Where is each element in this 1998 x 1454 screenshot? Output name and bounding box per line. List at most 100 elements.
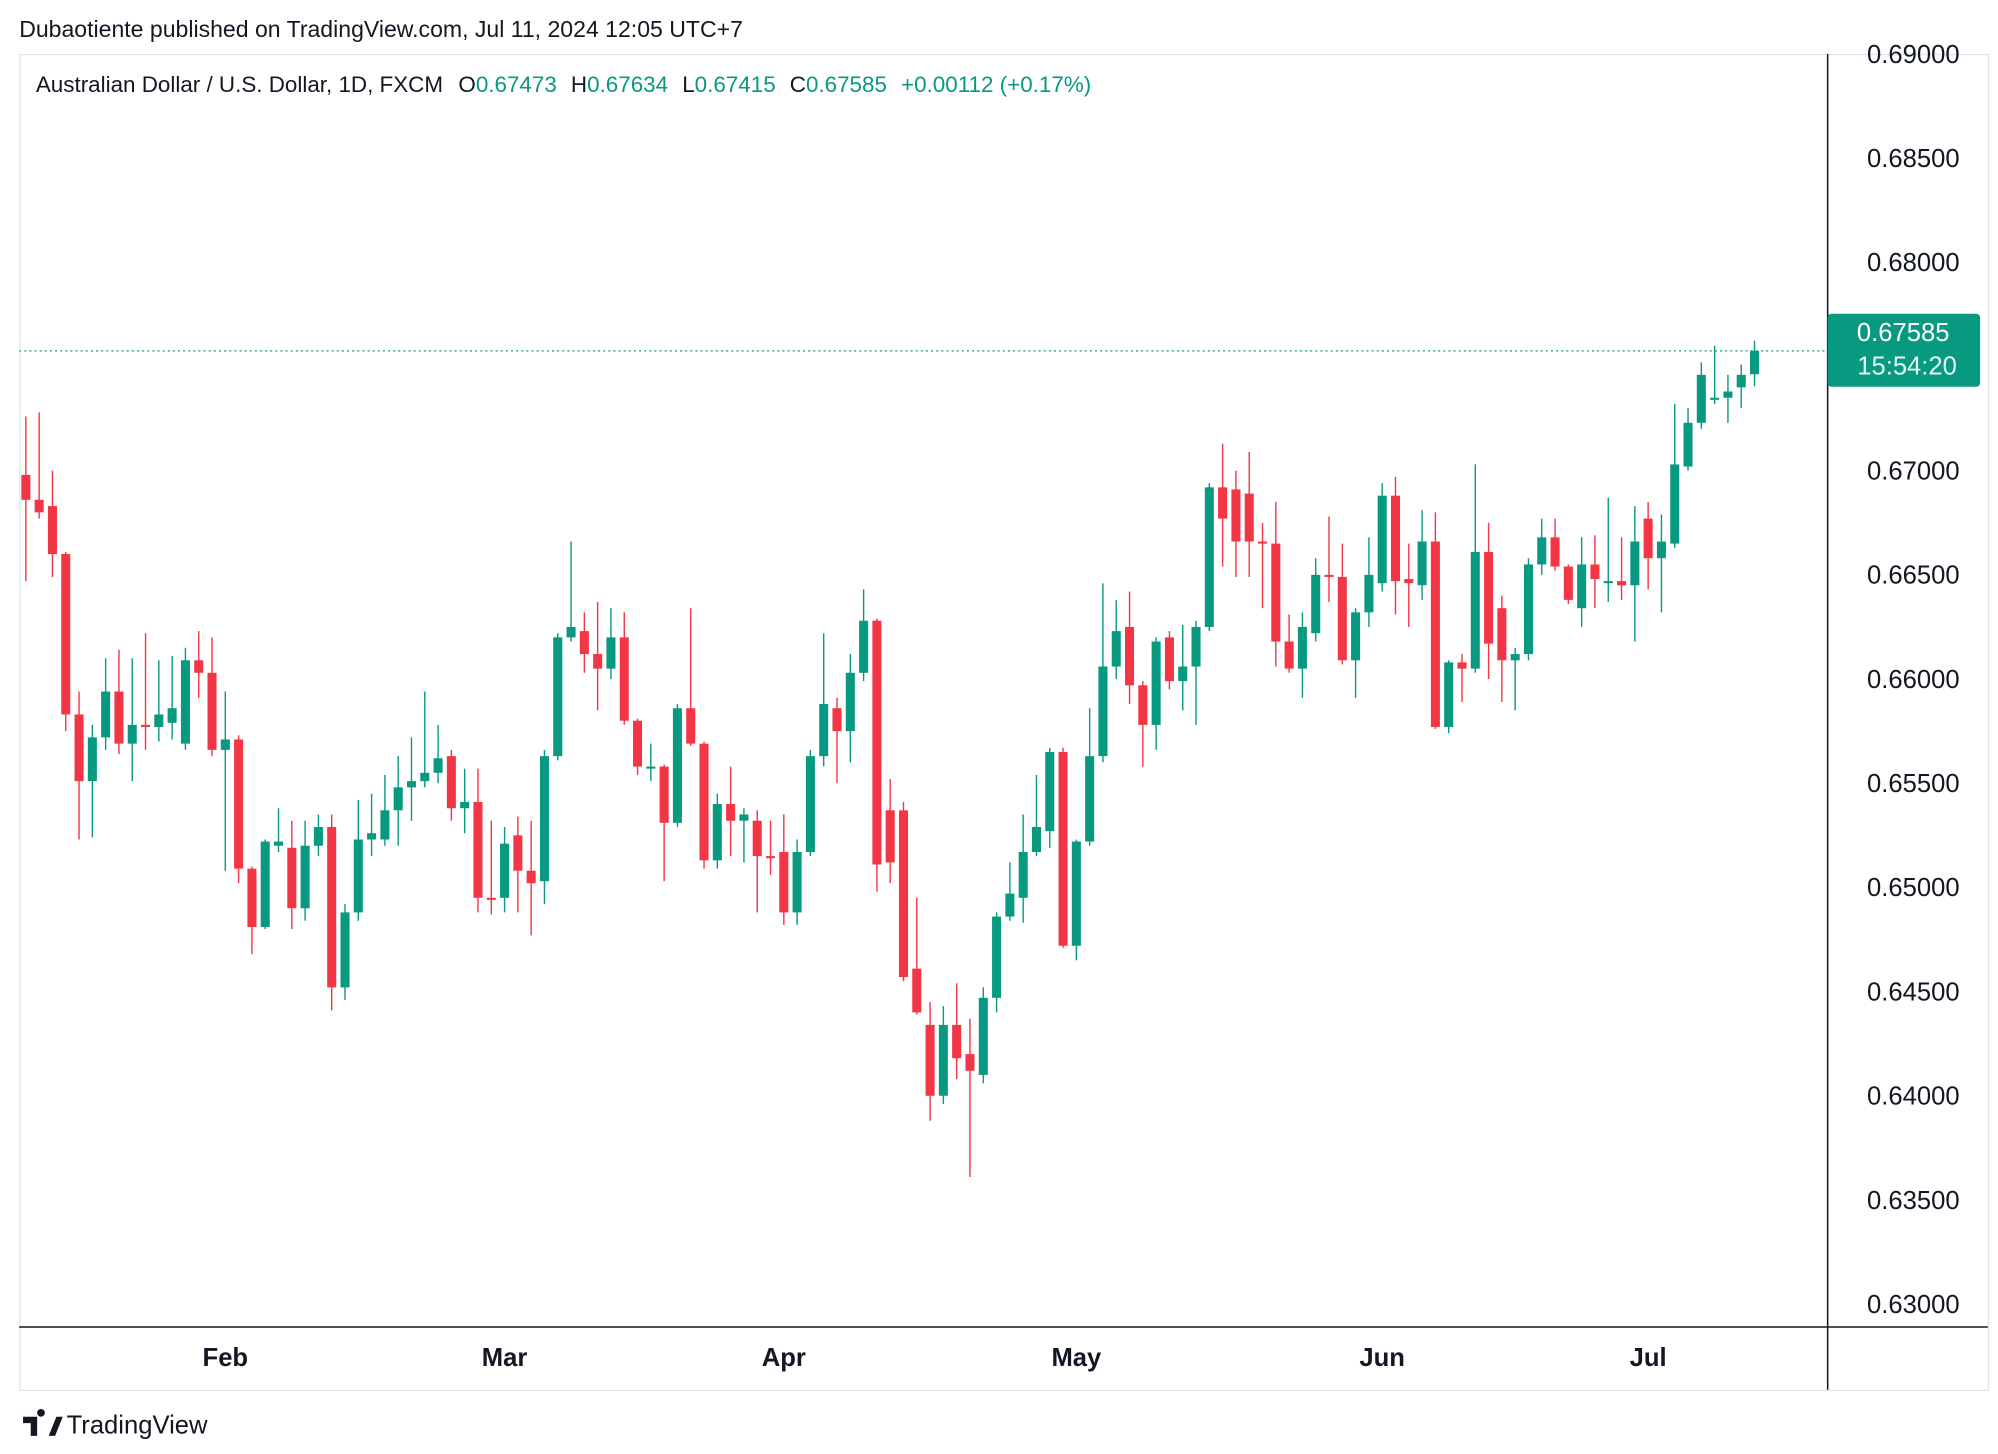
candle-body (473, 801, 483, 898)
candle-body (1736, 374, 1746, 388)
change-value: +0.00112 (+0.17%) (901, 72, 1091, 97)
x-tick-label: Mar (482, 1344, 528, 1372)
candle-body (1656, 541, 1666, 559)
candle-body (1510, 654, 1520, 661)
candle-body (367, 833, 377, 840)
candle-body (1377, 495, 1387, 584)
candle-body (1643, 518, 1653, 559)
candle-body (34, 499, 44, 513)
candle-body (832, 708, 842, 732)
candle-body (74, 714, 84, 782)
candle-body (686, 708, 696, 744)
candle-body (1191, 626, 1201, 667)
candle-body (1484, 551, 1494, 644)
published-line: Dubaotiente published on TradingView.com… (19, 16, 743, 42)
candle-body (765, 856, 776, 859)
last-price-label: 0.67585 (1857, 319, 1950, 347)
logo-mark (23, 1409, 63, 1436)
candle-body (1204, 487, 1214, 627)
countdown-label: 15:54:20 (1857, 352, 1957, 380)
candles (19, 340, 1828, 1178)
candle-body (579, 631, 589, 655)
candle-body (752, 820, 762, 857)
candle-body (380, 810, 390, 840)
candle-body (1750, 350, 1760, 375)
candle-body (486, 897, 496, 900)
candle-body (273, 841, 284, 846)
candle-body (633, 720, 643, 767)
y-tick-label: 0.63500 (1867, 1187, 1960, 1215)
candle-body (1018, 851, 1028, 898)
candle-body (1430, 541, 1440, 727)
brand-name: TradingView (67, 1412, 208, 1440)
candle-body (912, 968, 922, 1013)
candle-body (1164, 637, 1174, 682)
candle-body (220, 739, 230, 750)
candle-body (433, 758, 443, 773)
candle-body (1111, 631, 1121, 667)
candle-body (593, 654, 603, 669)
candle-body (712, 804, 722, 861)
candle-body (1710, 397, 1720, 400)
candle-body (819, 704, 829, 757)
y-tick-label: 0.69000 (1867, 41, 1960, 69)
candle-body (61, 554, 71, 715)
candle-body (1311, 574, 1321, 634)
ohlc-label: O (458, 72, 475, 97)
candle-body (1138, 685, 1148, 725)
candle-body (553, 637, 563, 757)
candle-body (446, 756, 456, 809)
ohlc-value: 0.67585 (806, 72, 887, 97)
ohlc-label: H (571, 72, 587, 97)
candle-body (1390, 495, 1401, 582)
candle-body (1457, 662, 1467, 669)
x-tick-label: Apr (762, 1344, 806, 1372)
candle-body (1005, 893, 1015, 917)
candle-body (287, 847, 297, 909)
candle-body (1470, 551, 1480, 669)
candle-body (101, 691, 111, 738)
candle-body (327, 826, 337, 988)
candle-body (1324, 574, 1334, 577)
candle-body (1696, 374, 1706, 423)
candle-body (313, 826, 323, 846)
candle-body (1603, 581, 1613, 584)
candle-body (127, 724, 137, 744)
candle-body (340, 912, 350, 988)
candle-body (1271, 543, 1281, 642)
candle-body (898, 810, 909, 977)
y-tick-label: 0.63000 (1867, 1291, 1960, 1319)
candle-body (87, 737, 97, 782)
candle-body (207, 672, 217, 750)
candle-body (1284, 641, 1294, 669)
candle-body (1723, 391, 1733, 398)
candle-body (21, 474, 31, 500)
x-tick-label: Jul (1630, 1344, 1667, 1372)
candle-body (154, 714, 164, 727)
candle-body (47, 506, 57, 555)
candle-body (952, 1024, 962, 1059)
candle-body (1550, 537, 1560, 567)
candle-body (1683, 422, 1693, 467)
candle-body (1045, 751, 1055, 832)
y-tick-label: 0.64000 (1867, 1083, 1960, 1111)
ohlc-value: 0.67415 (695, 72, 776, 97)
candle-body (1523, 564, 1533, 655)
candle-body (1577, 564, 1587, 609)
candle-body (992, 916, 1002, 998)
candle-body (925, 1024, 935, 1096)
y-tick-label: 0.68500 (1867, 145, 1960, 173)
candle-body (1630, 541, 1640, 586)
candle-body (234, 739, 244, 869)
candle-body (1257, 541, 1268, 544)
candle-body (619, 637, 629, 721)
candle-body (792, 851, 802, 913)
candle-body (805, 756, 815, 852)
candle-body (500, 843, 510, 898)
candle-body (526, 870, 536, 884)
candle-body (460, 801, 470, 809)
candle-body (1404, 579, 1414, 584)
candle-body (406, 781, 417, 788)
candle-body (885, 810, 895, 863)
